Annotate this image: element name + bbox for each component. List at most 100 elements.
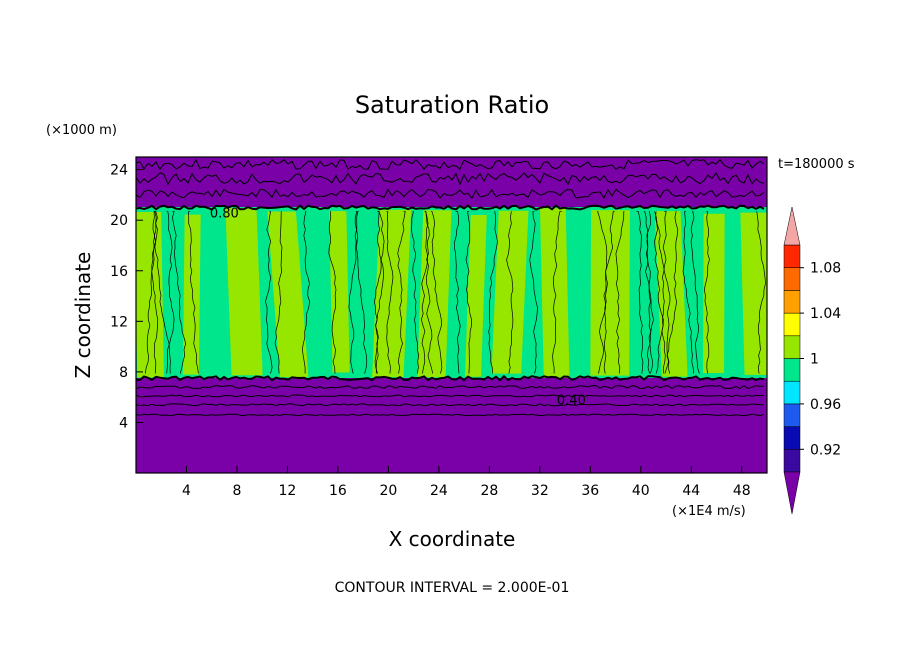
contour-line <box>375 211 385 374</box>
colorbar-swatch <box>783 267 801 291</box>
contour-line <box>136 384 765 390</box>
y-axis-ticks: 4 8 12 16 20 24 <box>110 163 143 431</box>
contour-lines <box>136 158 766 417</box>
colorbar-swatch <box>783 244 801 268</box>
layer-lower-dry <box>136 412 767 473</box>
colorbar-swatch <box>783 312 801 337</box>
contour-line <box>328 211 337 374</box>
x-units-label: (×1E4 m/s) <box>672 504 746 519</box>
contour-line <box>529 211 538 374</box>
contour-line <box>386 211 394 374</box>
y-tick-label: 8 <box>119 365 128 381</box>
contour-line <box>348 211 359 374</box>
x-tick-label: 44 <box>682 483 700 499</box>
x-axis-ticks: 4 8 12 16 20 24 28 32 36 40 44 48 <box>182 466 751 499</box>
chart-title: Saturation Ratio <box>355 91 549 119</box>
contour-field <box>136 157 767 473</box>
contour-line <box>465 211 472 374</box>
colorbar-tick-label: 0.92 <box>810 442 841 458</box>
contour-line <box>136 374 765 382</box>
x-tick-label: 16 <box>329 483 347 499</box>
contour-label: 0.80 <box>210 207 239 222</box>
contour-line <box>136 413 765 417</box>
contour-line <box>166 211 175 374</box>
contour-line <box>411 211 420 374</box>
y-tick-label: 16 <box>110 264 128 280</box>
contour-line <box>136 394 765 398</box>
colorbar-tick-label: 0.96 <box>810 397 841 413</box>
x-tick-label: 4 <box>182 483 191 499</box>
x-axis-label: X coordinate <box>389 527 516 551</box>
y-tick-label: 20 <box>110 213 128 229</box>
stripe-region <box>329 211 350 373</box>
colorbar-swatch <box>783 290 801 314</box>
stripe-region <box>225 208 263 376</box>
colorbar-tick-label: 1.04 <box>810 306 841 322</box>
stripe-region <box>136 212 164 378</box>
contour-line <box>136 158 765 171</box>
contour-line <box>188 211 199 374</box>
contour-line <box>454 211 461 374</box>
contour-line <box>756 211 766 374</box>
stripe-region <box>464 214 487 377</box>
contour-line <box>654 211 664 374</box>
contour-label: 0.40 <box>557 394 586 409</box>
contour-line <box>144 211 157 374</box>
contour-line <box>420 211 429 374</box>
contour-line <box>682 211 695 374</box>
colorbar-swatch <box>783 358 801 382</box>
y-axis-label: Z coordinate <box>71 252 95 379</box>
plot-frame <box>135 156 768 474</box>
contour-line <box>661 211 667 374</box>
contour-line <box>645 211 654 374</box>
contour-interval-footer: CONTOUR INTERVAL = 2.000E-01 <box>335 580 570 596</box>
colorbar-swatch <box>783 403 801 427</box>
contour-line <box>151 211 159 374</box>
x-tick-label: 28 <box>480 483 498 499</box>
x-tick-label: 12 <box>279 483 297 499</box>
stripe-region <box>491 210 529 374</box>
stripe-region <box>740 212 767 375</box>
colorbar: 0.92 0.96 1 1.04 1.08 <box>783 206 841 515</box>
contour-line <box>397 211 406 374</box>
x-tick-label: 20 <box>379 483 397 499</box>
contour-line <box>654 211 671 374</box>
y-tick-label: 12 <box>110 314 128 330</box>
colorbar-over-arrow <box>783 206 801 246</box>
colorbar-swatch <box>783 335 801 359</box>
x-tick-label: 32 <box>531 483 549 499</box>
contour-line <box>506 211 514 374</box>
time-label: t=180000 s <box>778 157 855 172</box>
stripe-region <box>372 209 412 378</box>
contour-line <box>136 403 765 407</box>
contour-line <box>265 211 273 374</box>
contour-line <box>636 211 644 374</box>
contour-line <box>488 211 498 374</box>
contour-line <box>690 211 700 374</box>
contour-line <box>354 211 368 374</box>
colorbar-swatch <box>783 449 801 473</box>
contour-line <box>136 172 765 186</box>
stripe-region <box>590 210 630 376</box>
contour-labels: 0.40 0.80 <box>210 207 586 409</box>
contour-line <box>430 211 443 374</box>
contour-line <box>172 211 187 374</box>
contour-line <box>615 211 625 374</box>
colorbar-swatch <box>783 380 801 405</box>
contour-line <box>274 211 283 374</box>
x-tick-label: 36 <box>581 483 599 499</box>
stripe-region <box>267 211 309 378</box>
stripe-region <box>417 210 452 378</box>
saturated-stripes <box>136 208 767 378</box>
layer-upper-dry <box>136 157 767 209</box>
x-tick-label: 48 <box>733 483 751 499</box>
colorbar-tick-label: 1 <box>810 352 819 368</box>
contour-line <box>136 188 765 200</box>
colorbar-under-arrow <box>783 471 801 515</box>
contour-line <box>424 211 434 374</box>
colorbar-tick-label: 1.08 <box>810 261 841 277</box>
contour-line <box>301 211 311 374</box>
y-tick-label: 24 <box>110 163 128 179</box>
contour-line <box>597 211 608 374</box>
